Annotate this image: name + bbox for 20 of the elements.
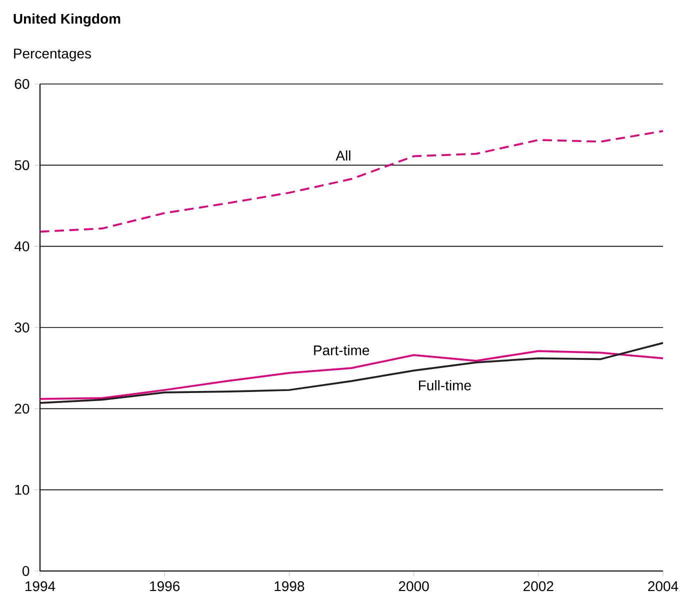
x-tick-label: 2000: [398, 581, 429, 592]
x-tick-label: 2002: [524, 581, 554, 592]
y-tick-label: 40: [14, 241, 30, 252]
line-series: [39, 342, 664, 404]
series-label: Part-time: [314, 344, 370, 356]
x-tick-label: 1994: [25, 581, 56, 592]
y-tick-label: 20: [14, 404, 30, 414]
x-tick-label: 1998: [274, 581, 304, 592]
y-tick-label: 50: [14, 160, 30, 170]
series-label: Full-time: [419, 380, 471, 390]
chart-title: United Kingdom: [14, 13, 120, 27]
x-tick-label: 1996: [150, 581, 180, 592]
line-series: [39, 130, 664, 233]
series-label: All: [336, 150, 350, 160]
y-axis-title: Percentages: [14, 48, 92, 62]
y-tick-label: 30: [14, 322, 30, 332]
y-tick-label: 10: [15, 484, 30, 495]
y-tick-label: 0: [22, 566, 30, 576]
y-tick-label: 60: [14, 79, 30, 89]
x-tick-label: 2004: [648, 581, 678, 592]
